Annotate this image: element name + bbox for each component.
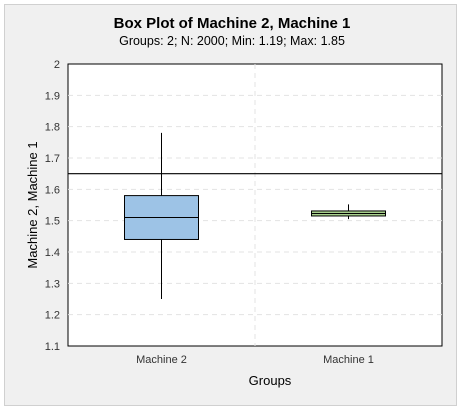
- y-tick-label: 1.7: [45, 153, 60, 165]
- x-tick-label: Machine 1: [323, 354, 374, 366]
- y-tick-label: 1.8: [45, 122, 60, 134]
- y-tick-label: 2: [54, 59, 60, 71]
- y-tick-label: 1.1: [45, 341, 60, 353]
- chart-title: Box Plot of Machine 2, Machine 1: [114, 15, 351, 32]
- boxes: [68, 132, 442, 299]
- y-tick-labels: 1.1 1.2 1.3 1.4 1.5 1.6 1.7 1.8 1.9 2: [45, 59, 60, 353]
- x-tick-labels: Machine 2 Machine 1: [136, 354, 374, 366]
- gridlines: [68, 64, 442, 346]
- y-tick-label: 1.9: [45, 90, 60, 102]
- chart-subtitle: Groups: 2; N: 2000; Min: 1.19; Max: 1.85: [119, 34, 345, 48]
- y-tick-label: 1.5: [45, 216, 60, 228]
- y-tick-label: 1.3: [45, 278, 60, 290]
- x-tick-label: Machine 2: [136, 354, 187, 366]
- x-axis-label: Groups: [249, 373, 292, 388]
- y-tick-label: 1.2: [45, 310, 60, 322]
- y-tick-label: 1.4: [45, 247, 60, 259]
- y-axis-label: Machine 2, Machine 1: [25, 141, 40, 268]
- y-tick-label: 1.6: [45, 184, 60, 196]
